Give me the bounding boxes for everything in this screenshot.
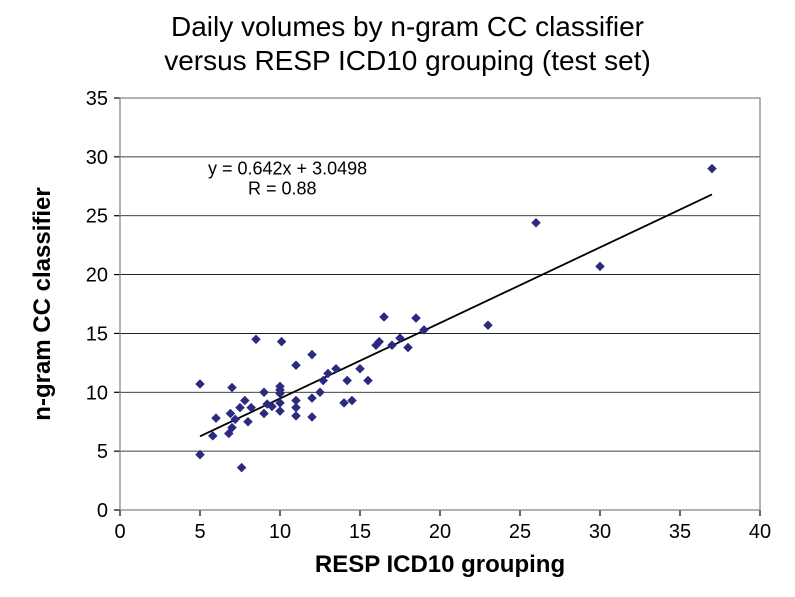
y-tick-label: 5	[97, 441, 108, 463]
y-tick-label: 25	[86, 206, 108, 228]
y-tick-label: 0	[97, 500, 108, 522]
y-tick-label: 20	[86, 265, 108, 287]
x-tick-label: 15	[349, 521, 371, 543]
chart-title-line1: Daily volumes by n-gram CC classifier	[171, 11, 644, 42]
x-tick-label: 35	[669, 521, 691, 543]
x-axis-label: RESP ICD10 grouping	[315, 551, 565, 578]
x-tick-label: 10	[269, 521, 291, 543]
y-tick-label: 15	[86, 323, 108, 345]
y-tick-label: 30	[86, 147, 108, 169]
x-tick-label: 0	[114, 521, 125, 543]
regression-equation: y = 0.642x + 3.0498	[208, 159, 367, 179]
chart-title-line2: versus RESP ICD10 grouping (test set)	[164, 45, 651, 76]
chart-svg: Daily volumes by n-gram CC classifierver…	[0, 0, 795, 597]
x-tick-label: 20	[429, 521, 451, 543]
y-axis-label: n-gram CC classifier	[29, 187, 56, 420]
x-tick-label: 40	[749, 521, 771, 543]
x-tick-label: 30	[589, 521, 611, 543]
y-tick-label: 35	[86, 88, 108, 110]
regression-r: R = 0.88	[248, 179, 317, 199]
y-tick-label: 10	[86, 382, 108, 404]
x-tick-label: 25	[509, 521, 531, 543]
x-tick-label: 5	[194, 521, 205, 543]
scatter-chart: Daily volumes by n-gram CC classifierver…	[0, 0, 795, 597]
